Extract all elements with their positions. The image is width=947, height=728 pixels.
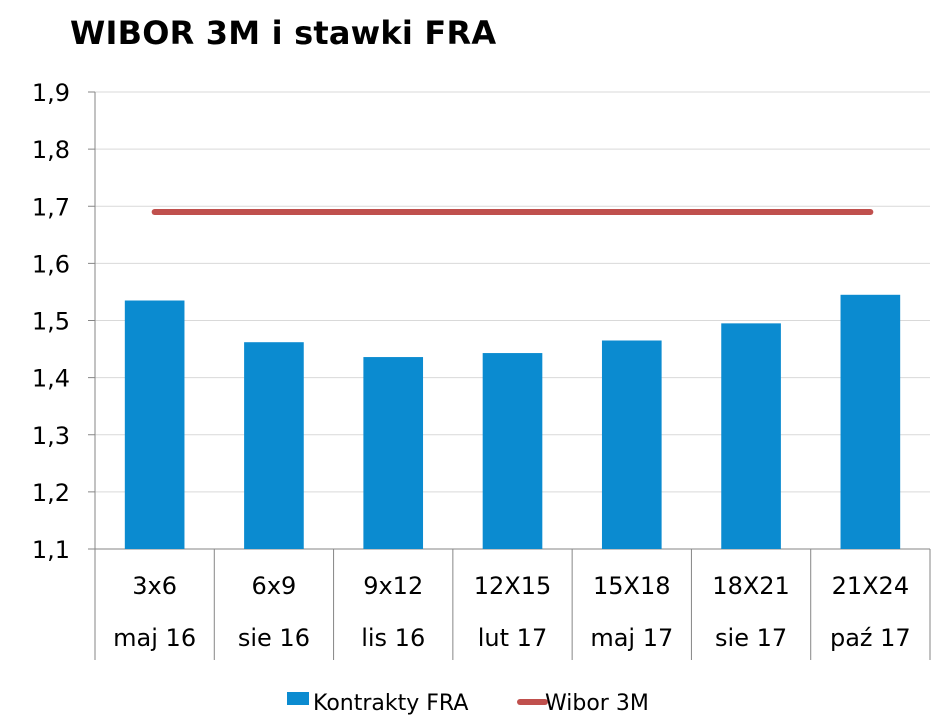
x-date-label: paź 17 bbox=[830, 624, 911, 652]
y-tick-label: 1,3 bbox=[32, 422, 70, 450]
bar bbox=[840, 294, 901, 549]
x-date-label: lis 16 bbox=[361, 624, 425, 652]
y-tick-label: 1,8 bbox=[32, 136, 70, 164]
x-category-label: 18X21 bbox=[712, 572, 790, 600]
x-category-label: 21X24 bbox=[832, 572, 910, 600]
x-category-label: 9x12 bbox=[363, 572, 423, 600]
bar bbox=[601, 340, 662, 549]
bar bbox=[124, 300, 185, 549]
y-tick-label: 1,6 bbox=[32, 250, 70, 278]
legend: Kontrakty FRA Wibor 3M bbox=[287, 691, 649, 716]
y-tick-label: 1,5 bbox=[32, 308, 70, 336]
bar bbox=[482, 353, 543, 549]
chart-title: WIBOR 3M i stawki FRA bbox=[70, 14, 497, 52]
x-date-label: lut 17 bbox=[478, 624, 547, 652]
bar-series bbox=[124, 294, 901, 549]
legend-swatch-fra bbox=[287, 692, 309, 705]
y-tick-label: 1,9 bbox=[32, 79, 70, 107]
x-category-label: 3x6 bbox=[132, 572, 177, 600]
y-tick-label: 1,2 bbox=[32, 479, 70, 507]
y-tick-label: 1,7 bbox=[32, 193, 70, 221]
x-category-label: 6x9 bbox=[252, 572, 297, 600]
bar bbox=[721, 323, 781, 549]
bar bbox=[244, 342, 304, 549]
y-tick-label: 1,4 bbox=[32, 365, 70, 393]
x-date-label: maj 17 bbox=[590, 624, 673, 652]
x-date-label: sie 17 bbox=[715, 624, 787, 652]
axis-labels: 1,1 1,2 1,3 1,4 1,5 1,6 1,7 1,8 1,9 3x6 maj 16 6x9 s… bbox=[32, 79, 911, 652]
bar bbox=[363, 357, 424, 549]
x-category-label: 12X15 bbox=[474, 572, 552, 600]
y-tick-label: 1,1 bbox=[32, 536, 70, 564]
x-date-label: sie 16 bbox=[238, 624, 310, 652]
x-category-label: 15X18 bbox=[593, 572, 671, 600]
x-date-label: maj 16 bbox=[113, 624, 196, 652]
legend-label-fra: Kontrakty FRA bbox=[313, 691, 468, 716]
legend-label-wibor: Wibor 3M bbox=[545, 691, 649, 716]
